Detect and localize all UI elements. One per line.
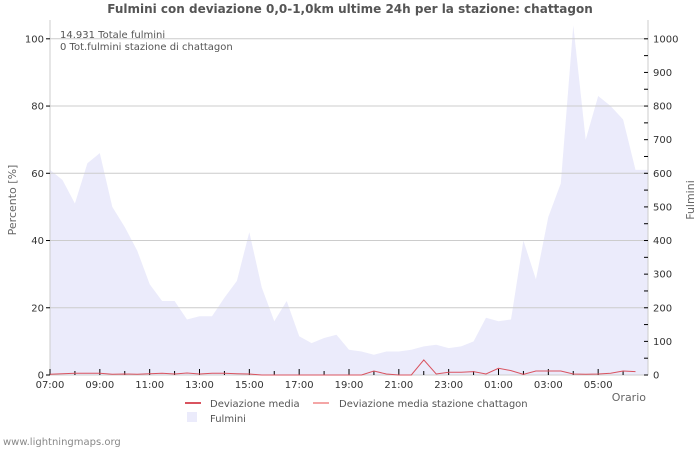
y-right-tick-label: 600 — [653, 169, 672, 180]
y-right-tick-label: 0 — [653, 371, 659, 382]
chart-title: Fulmini con deviazione 0,0-1,0km ultime … — [107, 2, 593, 16]
y-right-tick-label: 900 — [653, 68, 672, 79]
x-tick-label: 11:00 — [135, 380, 164, 391]
x-tick-label: 05:00 — [584, 380, 613, 391]
y-tick-label: 60 — [31, 169, 44, 180]
y-right-tick-label: 300 — [653, 270, 672, 281]
x-tick-label: 07:00 — [36, 380, 65, 391]
x-tick-label: 03:00 — [534, 380, 563, 391]
y-right-tick-label: 100 — [653, 337, 672, 348]
x-tick-label: 17:00 — [285, 380, 314, 391]
footer-credit: www.lightningmaps.org — [3, 437, 121, 448]
info-line: 14.931 Totale fulmini — [60, 30, 165, 41]
x-tick-label: 01:00 — [484, 380, 513, 391]
y-tick-label: 20 — [31, 303, 44, 314]
x-tick-label: 19:00 — [335, 380, 364, 391]
legend-label: Deviazione media stazione chattagon — [339, 399, 528, 410]
y-tick-label: 80 — [31, 102, 44, 113]
y-tick-label: 0 — [38, 371, 44, 382]
y-right-tick-label: 400 — [653, 236, 672, 247]
info-line: 0 Tot.fulmini stazione di chattagon — [60, 42, 233, 53]
legend-label: Fulmini — [210, 414, 246, 425]
y-tick-label: 40 — [31, 236, 44, 247]
x-axis-title: Orario — [612, 391, 647, 404]
y-right-tick-label: 500 — [653, 202, 672, 213]
y-right-tick-label: 700 — [653, 135, 672, 146]
x-tick-label: 13:00 — [185, 380, 214, 391]
x-tick-label: 21:00 — [384, 380, 413, 391]
y-right-axis-title: Fulmini — [684, 180, 697, 220]
fulmini-area — [50, 25, 648, 376]
y-right-tick-label: 200 — [653, 303, 672, 314]
legend-label: Deviazione media — [210, 399, 300, 410]
y-tick-label: 100 — [25, 34, 44, 45]
x-tick-label: 23:00 — [434, 380, 463, 391]
y-right-tick-label: 800 — [653, 102, 672, 113]
y-axis-title: Percento [%] — [6, 165, 19, 236]
deviazione-media-line — [49, 359, 636, 376]
x-tick-label: 15:00 — [235, 380, 264, 391]
y-right-tick-label: 1000 — [653, 34, 678, 45]
x-tick-label: 09:00 — [85, 380, 114, 391]
legend-swatch-fulmini — [187, 412, 197, 422]
